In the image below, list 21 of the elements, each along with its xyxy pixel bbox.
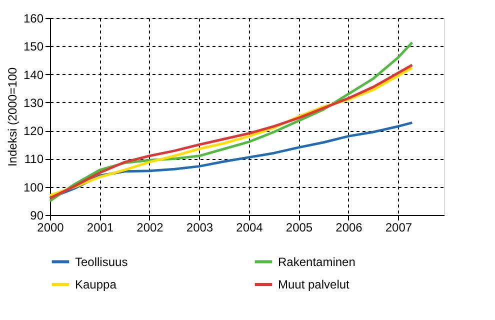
x-tick-label: 2003 — [186, 220, 214, 234]
legend-label: Teollisuus — [75, 254, 128, 269]
x-tick-label: 2004 — [236, 220, 264, 234]
y-tick-label: 110 — [24, 152, 44, 166]
x-tick-label: 2000 — [37, 220, 64, 234]
x-tick-label: 2005 — [286, 220, 313, 234]
legend-label: Muut palvelut — [278, 278, 350, 292]
legend-label: Kauppa — [75, 278, 117, 292]
legend-label: Rakentaminen — [278, 254, 356, 269]
y-axis-title: Indeksi (2000=100 — [5, 67, 20, 167]
y-tick-label: 120 — [23, 124, 44, 138]
y-tick-label: 160 — [23, 12, 44, 26]
x-tick-label: 2006 — [336, 220, 363, 234]
y-tick-label: 130 — [23, 96, 44, 110]
x-tick-label: 2001 — [86, 220, 114, 234]
y-tick-label: 100 — [23, 180, 44, 194]
y-tick-label: 140 — [23, 68, 44, 82]
x-tick-label: 2002 — [136, 220, 164, 234]
y-tick-label: 90 — [30, 208, 44, 222]
y-tick-label: 150 — [23, 40, 44, 54]
x-tick-label: 2007 — [385, 220, 412, 234]
